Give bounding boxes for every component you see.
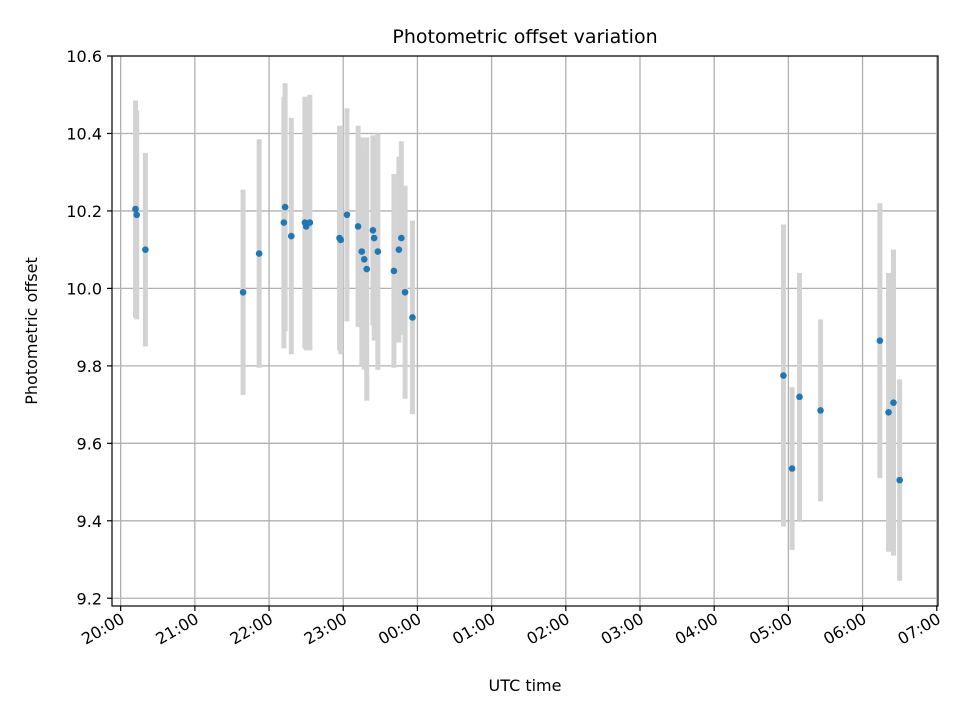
data-point bbox=[255, 250, 263, 257]
data-point bbox=[817, 407, 824, 414]
data-point bbox=[281, 203, 289, 211]
x-tick-label: 23:00 bbox=[301, 609, 350, 649]
data-point bbox=[360, 256, 368, 263]
y-axis-ticks: 9.2 9.4 9.6 9.8 10.0 10.2 10.4 10.6 bbox=[66, 47, 112, 608]
data-point bbox=[280, 219, 288, 226]
data-point bbox=[374, 248, 382, 255]
x-axis-ticks: 20:00 21:00 22:00 23:00 00:00 01:00 02:00 03:00… bbox=[78, 606, 944, 649]
data-point bbox=[354, 223, 362, 230]
y-tick-label: 9.2 bbox=[77, 589, 102, 608]
data-point bbox=[885, 409, 892, 416]
x-tick-label: 00:00 bbox=[375, 609, 424, 649]
x-tick-label: 21:00 bbox=[152, 609, 201, 649]
data-point bbox=[370, 234, 378, 242]
data-point bbox=[337, 236, 345, 244]
x-tick-label: 02:00 bbox=[523, 609, 572, 649]
data-point bbox=[306, 219, 314, 226]
data-point bbox=[132, 205, 139, 213]
data-point bbox=[363, 265, 371, 273]
x-tick-label: 03:00 bbox=[598, 609, 647, 649]
y-axis-label: Photometric offset bbox=[22, 257, 41, 405]
y-tick-label: 9.6 bbox=[77, 434, 102, 453]
x-tick-label: 06:00 bbox=[820, 609, 869, 649]
x-axis-label: UTC time bbox=[489, 676, 562, 695]
grid-lines bbox=[112, 55, 938, 606]
data-point bbox=[398, 234, 405, 242]
data-point bbox=[890, 399, 897, 406]
data-point bbox=[401, 288, 409, 296]
x-tick-label: 20:00 bbox=[78, 609, 127, 649]
y-tick-label: 9.4 bbox=[77, 512, 102, 531]
x-tick-label: 05:00 bbox=[746, 609, 795, 649]
chart-title: Photometric offset variation bbox=[392, 26, 657, 48]
data-point bbox=[896, 476, 903, 484]
y-tick-label: 10.4 bbox=[66, 124, 102, 143]
y-tick-label: 10.2 bbox=[66, 202, 102, 221]
data-point bbox=[788, 465, 796, 472]
y-tick-label: 9.8 bbox=[77, 357, 102, 376]
plot-frame bbox=[111, 55, 939, 607]
data-point bbox=[287, 232, 295, 240]
data-point bbox=[409, 314, 416, 321]
data-point bbox=[343, 211, 351, 219]
x-tick-label: 04:00 bbox=[672, 609, 721, 649]
data-point bbox=[390, 267, 398, 275]
y-tick-label: 10.0 bbox=[66, 279, 102, 298]
x-tick-label: 07:00 bbox=[894, 609, 943, 649]
error-bars bbox=[132, 83, 903, 581]
data-point bbox=[796, 393, 803, 401]
data-point bbox=[395, 246, 403, 253]
data-point bbox=[133, 211, 141, 219]
data-point bbox=[142, 246, 149, 253]
x-tick-label: 01:00 bbox=[449, 609, 498, 649]
data-point bbox=[369, 226, 377, 234]
y-tick-label: 10.6 bbox=[66, 47, 102, 66]
data-points bbox=[132, 203, 903, 484]
x-tick-label: 22:00 bbox=[227, 609, 276, 649]
data-point bbox=[358, 248, 366, 255]
data-point bbox=[780, 372, 787, 379]
data-point bbox=[876, 337, 884, 344]
data-point bbox=[239, 288, 247, 296]
